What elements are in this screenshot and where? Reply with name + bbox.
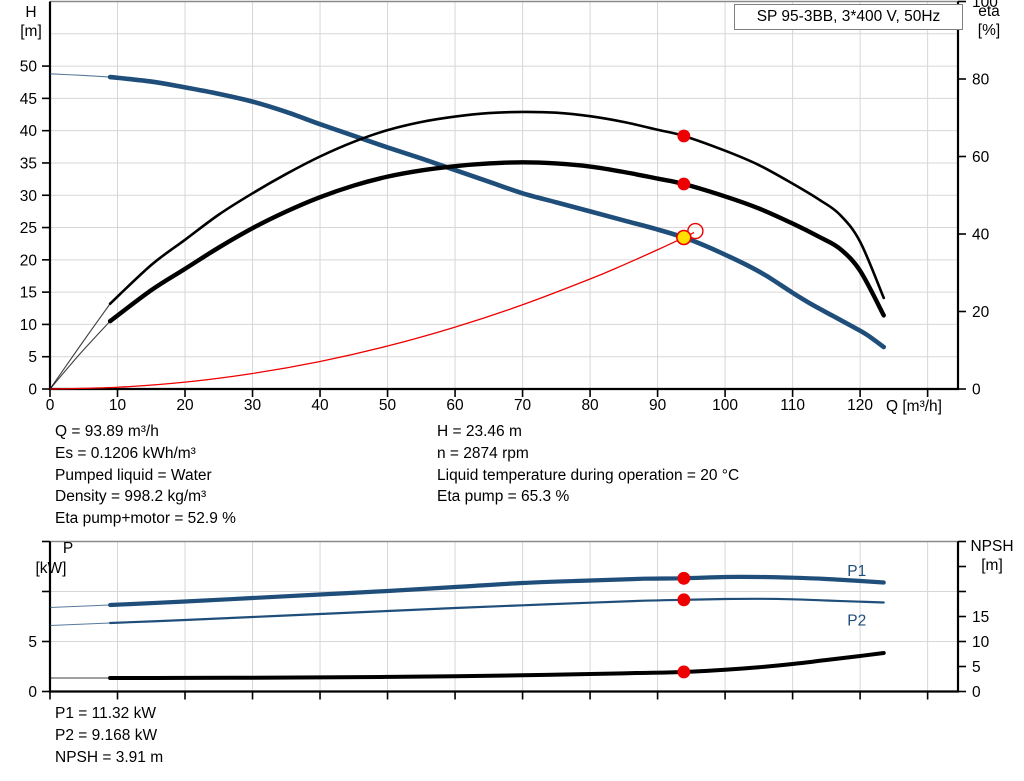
right-tick-label: 80 <box>972 72 990 89</box>
eta-pump-curve <box>108 110 886 306</box>
x-tick-label: 20 <box>176 397 194 414</box>
npsh-axis-title: NPSH [m] <box>970 538 1014 574</box>
right-tick-label: 40 <box>972 227 990 244</box>
duty-info-right: H = 23.46 m n = 2874 rpm Liquid temperat… <box>437 421 739 508</box>
eta-pump-plus-motor-duty-dot <box>677 177 691 191</box>
p1-duty-dot <box>677 571 691 585</box>
right-tick-label: 20 <box>972 304 990 321</box>
left-tick-label: 45 <box>20 91 37 108</box>
power-info: P1 = 11.32 kW P2 = 9.168 kW NPSH = 3.91 … <box>55 703 163 768</box>
info-line-density: Density = 998.2 kg/m³ <box>55 488 207 506</box>
info-line-p1: P1 = 11.32 kW <box>55 705 156 722</box>
eta-pump-duty-dot <box>677 129 691 143</box>
right-tick-label: 10 <box>972 634 990 651</box>
x-tick-label: 90 <box>649 397 667 414</box>
info-line-h: H = 23.46 m <box>437 423 522 440</box>
x-tick-label: 60 <box>446 397 464 414</box>
eta-pump-curve-leadin <box>49 303 111 390</box>
info-line-es: Es = 0.1206 kWh/m³ <box>55 444 196 462</box>
left-tick-label: 25 <box>20 220 37 237</box>
left-tick-label: 0 <box>28 382 37 399</box>
left-tick-label: 15 <box>20 285 37 302</box>
head-curve <box>107 74 887 350</box>
x-tick-label: 50 <box>379 397 397 414</box>
eta-pump-plus-motor-curve <box>107 160 886 324</box>
p2-curve-label: P2 <box>847 613 866 630</box>
duty-point-marker <box>676 229 692 246</box>
p1-curve <box>107 574 886 608</box>
info-line-npsh: NPSH = 3.91 m <box>55 748 164 766</box>
p2-curve-leadin <box>49 622 111 627</box>
system-curve <box>49 231 695 390</box>
info-line-p2: P2 = 9.168 kW <box>55 726 158 744</box>
x-tick-label: 70 <box>514 397 532 414</box>
left-tick-label: 30 <box>20 188 38 205</box>
info-line-q: Q = 93.89 m³/h <box>55 423 159 440</box>
x-tick-label: 10 <box>109 397 127 414</box>
left-tick-label: 40 <box>20 123 38 140</box>
left-tick-label: 10 <box>20 317 38 334</box>
left-tick-label: 35 <box>20 155 37 172</box>
right-tick-label: 5 <box>972 659 981 676</box>
info-line-eta-total: Eta pump+motor = 52.9 % <box>55 510 236 528</box>
x-tick-label: 0 <box>46 397 55 414</box>
eta-axis-title: eta [%] <box>977 3 1001 39</box>
left-tick-label: 50 <box>20 59 38 76</box>
x-tick-label: 100 <box>712 397 738 414</box>
p1-curve-leadin <box>49 604 111 609</box>
info-line-liquid: Pumped liquid = Water <box>55 466 212 484</box>
pump-type-box: SP 95-3BB, 3*400 V, 50Hz <box>734 4 963 30</box>
p2-curve <box>108 597 885 625</box>
right-tick-label: 0 <box>972 684 981 701</box>
right-tick-label: 0 <box>972 382 981 399</box>
q-axis-title: Q [m³/h] <box>886 398 942 415</box>
p-axis-title-line2: [kW] <box>35 560 67 577</box>
right-tick-label: 100 <box>972 0 998 11</box>
x-tick-label: 110 <box>780 397 805 414</box>
info-line-eta-pump: Eta pump = 65.3 % <box>437 488 570 506</box>
x-tick-label: 120 <box>847 397 873 414</box>
p2-duty-dot <box>677 593 691 607</box>
eta-pump-plus-motor-curve-leadin <box>49 320 111 390</box>
x-tick-label: 40 <box>311 397 329 414</box>
head-curve-leadin <box>49 73 111 78</box>
duty-info-left: Q = 93.89 m³/h Es = 0.1206 kWh/m³ Pumped… <box>55 421 236 530</box>
info-line-temp: Liquid temperature during operation = 20… <box>437 466 740 484</box>
p-axis-title-line1: P <box>62 540 74 557</box>
right-tick-label: 60 <box>972 149 990 166</box>
left-tick-label: 0 <box>28 684 37 701</box>
npsh-curve <box>108 651 886 680</box>
h-axis-title: H [m] <box>20 4 42 40</box>
pump-type-label: SP 95-3BB, 3*400 V, 50Hz <box>756 8 941 25</box>
right-tick-label: 15 <box>972 609 989 626</box>
left-tick-label: 5 <box>28 349 37 366</box>
info-line-n: n = 2874 rpm <box>437 444 529 462</box>
x-tick-label: 30 <box>244 397 262 414</box>
npsh-duty-dot <box>677 665 691 679</box>
left-tick-label: 5 <box>28 634 37 651</box>
left-tick-label: 20 <box>20 252 38 269</box>
x-tick-label: 80 <box>581 397 599 414</box>
p1-curve-label: P1 <box>847 563 866 580</box>
